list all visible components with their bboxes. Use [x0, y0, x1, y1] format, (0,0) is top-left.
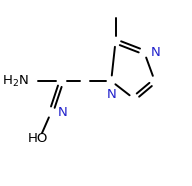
- Text: H$_2$N: H$_2$N: [2, 73, 29, 89]
- Text: N: N: [106, 88, 116, 101]
- Text: N: N: [151, 46, 161, 59]
- Text: N: N: [58, 106, 68, 119]
- Text: HO: HO: [28, 132, 48, 145]
